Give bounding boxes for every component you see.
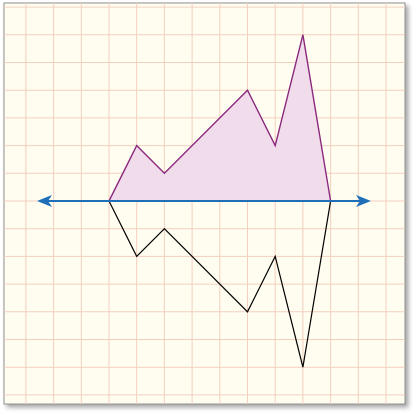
reflected-shape [108,200,332,368]
paper-background [3,2,406,405]
original-shape [107,34,332,202]
grid-lines [4,3,405,404]
right-arrowhead [356,195,371,207]
left-arrowhead [37,195,52,207]
